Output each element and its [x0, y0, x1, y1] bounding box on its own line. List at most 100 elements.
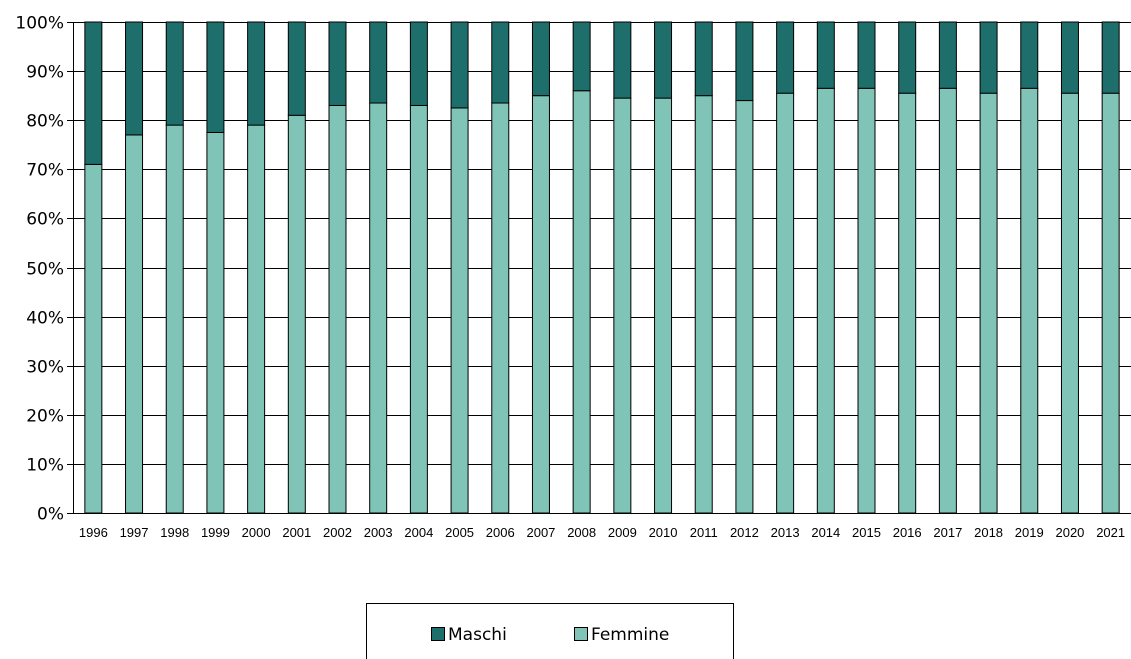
x-tick-label: 2006: [486, 525, 515, 540]
bar-segment-femmine-2002: [328, 104, 347, 514]
bar-segment-femmine-1997: [125, 134, 144, 514]
x-tick-label: 2003: [364, 525, 393, 540]
bar-segment-femmine-2000: [247, 124, 266, 514]
bar-segment-maschi-1998: [165, 21, 184, 126]
x-tick-label: 1996: [79, 525, 108, 540]
bar-segment-femmine-2019: [1020, 87, 1039, 514]
bar-segment-maschi-2011: [694, 21, 713, 97]
legend-label-maschi: Maschi: [448, 625, 507, 645]
bar-segment-maschi-2006: [491, 21, 510, 104]
bar-segment-maschi-2016: [898, 21, 917, 94]
x-tick-label: 2012: [730, 525, 759, 540]
x-tick-label: 1999: [201, 525, 230, 540]
bar-segment-maschi-2017: [938, 21, 957, 89]
x-tick-label: 2011: [690, 525, 718, 540]
legend-box: [366, 603, 734, 659]
bar-segment-femmine-2021: [1101, 92, 1120, 514]
x-tick-label: 2018: [974, 525, 1003, 540]
x-tick-label: 2004: [404, 525, 433, 540]
bar-segment-maschi-1997: [125, 21, 144, 136]
x-tick-label: 2015: [852, 525, 881, 540]
x-tick-label: 2001: [282, 525, 311, 540]
bar-segment-femmine-2008: [572, 90, 591, 514]
legend-swatch-maschi: [431, 627, 445, 641]
y-tick-label: 90%: [26, 63, 64, 83]
bar-segment-femmine-2018: [979, 92, 998, 514]
bar-segment-maschi-2000: [247, 21, 266, 126]
bar-segment-femmine-2014: [816, 87, 835, 514]
bar-segment-femmine-2001: [287, 114, 306, 514]
x-axis-ticks: 1996 1997 1998 1999 2000 2001 2002 2003 2004 2005…: [79, 525, 1125, 540]
y-tick-label: 30%: [26, 358, 64, 378]
bar-segment-femmine-2016: [898, 92, 917, 514]
bar-segment-femmine-2007: [531, 95, 550, 514]
bar-segment-maschi-2012: [735, 21, 754, 102]
x-tick-label: 2021: [1096, 525, 1125, 540]
bar-segment-femmine-1999: [206, 131, 225, 514]
bar-segment-femmine-2012: [735, 100, 754, 514]
bar-segment-maschi-2019: [1020, 21, 1039, 89]
bar-segment-femmine-1996: [84, 163, 103, 514]
bar-segment-femmine-2006: [491, 102, 510, 514]
bar-segment-femmine-2010: [654, 97, 673, 514]
bar-segment-maschi-2013: [776, 21, 795, 94]
bar-segment-maschi-2007: [531, 21, 550, 97]
bar-segment-femmine-2004: [409, 104, 428, 514]
bar-segment-maschi-2014: [816, 21, 835, 89]
bar-segment-femmine-2011: [694, 95, 713, 514]
x-tick-label: 1998: [160, 525, 189, 540]
y-tick-label: 60%: [26, 210, 64, 230]
y-tick-label: 40%: [26, 309, 64, 329]
bar-segment-maschi-2003: [369, 21, 388, 104]
x-tick-label: 2019: [1015, 525, 1044, 540]
bar-segment-maschi-2009: [613, 21, 632, 99]
x-tick-label: 2000: [242, 525, 271, 540]
x-tick-label: 2010: [649, 525, 678, 540]
x-tick-label: 2007: [526, 525, 555, 540]
bar-segment-maschi-1999: [206, 21, 225, 133]
bar-segment-maschi-2004: [409, 21, 428, 106]
bar-segment-femmine-2003: [369, 102, 388, 514]
x-tick-label: 2013: [771, 525, 800, 540]
bar-segment-femmine-2005: [450, 107, 469, 514]
bar-segment-maschi-2010: [654, 21, 673, 99]
bar-segment-femmine-2020: [1060, 92, 1079, 514]
x-tick-label: 2002: [323, 525, 352, 540]
legend: Maschi Femmine: [366, 603, 734, 659]
bars: [84, 21, 1120, 514]
x-tick-label: 2014: [811, 525, 840, 540]
bar-segment-maschi-2018: [979, 21, 998, 94]
bar-segment-maschi-2020: [1060, 21, 1079, 94]
bar-segment-maschi-2001: [287, 21, 306, 116]
bar-segment-femmine-2017: [938, 87, 957, 514]
x-tick-label: 2020: [1055, 525, 1084, 540]
bar-segment-maschi-2002: [328, 21, 347, 106]
y-tick-label: 20%: [26, 407, 64, 427]
gridlines: [73, 22, 1131, 514]
bar-segment-femmine-1998: [165, 124, 184, 514]
bar-segment-maschi-2021: [1101, 21, 1120, 94]
x-tick-label: 2017: [933, 525, 962, 540]
y-tick-label: 0%: [37, 505, 64, 525]
x-tick-label: 1997: [120, 525, 149, 540]
y-tick-label: 100%: [15, 14, 64, 34]
bar-segment-maschi-2005: [450, 21, 469, 109]
y-tick-label: 80%: [26, 112, 64, 132]
y-tick-label: 70%: [26, 161, 64, 181]
x-tick-label: 2016: [893, 525, 922, 540]
y-tick-label: 50%: [26, 260, 64, 280]
legend-label-femmine: Femmine: [591, 625, 669, 645]
bar-segment-femmine-2009: [613, 97, 632, 514]
bar-segment-maschi-2015: [857, 21, 876, 89]
bar-segment-femmine-2015: [857, 87, 876, 514]
bar-segment-maschi-1996: [84, 21, 103, 165]
x-tick-label: 2009: [608, 525, 637, 540]
bar-segment-maschi-2008: [572, 21, 591, 92]
y-tick-label: 10%: [26, 456, 64, 476]
x-tick-label: 2005: [445, 525, 474, 540]
axes: [73, 22, 1131, 514]
x-tick-label: 2008: [567, 525, 596, 540]
y-axis-ticks: 0% 10% 20% 30% 40% 50% 60% 70% 80% 90% 100%: [15, 14, 73, 525]
legend-swatch-femmine: [574, 627, 588, 641]
